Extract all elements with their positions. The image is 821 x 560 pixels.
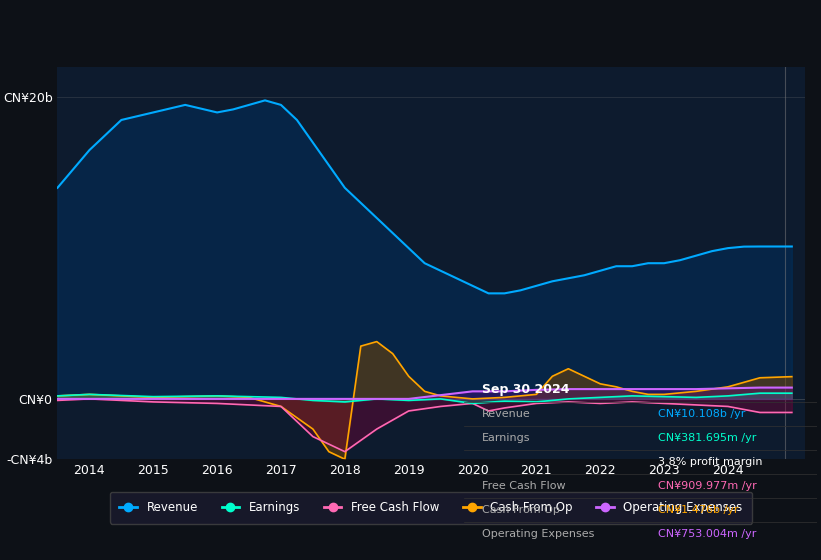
- Text: Free Cash Flow: Free Cash Flow: [481, 481, 565, 491]
- Text: CN¥10.108b /yr: CN¥10.108b /yr: [658, 409, 745, 419]
- Text: Earnings: Earnings: [481, 433, 530, 443]
- Text: CN¥381.695m /yr: CN¥381.695m /yr: [658, 433, 756, 443]
- Legend: Revenue, Earnings, Free Cash Flow, Cash From Op, Operating Expenses: Revenue, Earnings, Free Cash Flow, Cash …: [110, 492, 752, 524]
- Text: Revenue: Revenue: [481, 409, 530, 419]
- Text: Sep 30 2024: Sep 30 2024: [481, 384, 569, 396]
- Text: CN¥909.977m /yr: CN¥909.977m /yr: [658, 481, 757, 491]
- Text: 3.8% profit margin: 3.8% profit margin: [658, 457, 763, 467]
- Text: Cash From Op: Cash From Op: [481, 505, 559, 515]
- Text: CN¥1.476b /yr: CN¥1.476b /yr: [658, 505, 739, 515]
- Text: CN¥753.004m /yr: CN¥753.004m /yr: [658, 529, 756, 539]
- Text: Operating Expenses: Operating Expenses: [481, 529, 594, 539]
